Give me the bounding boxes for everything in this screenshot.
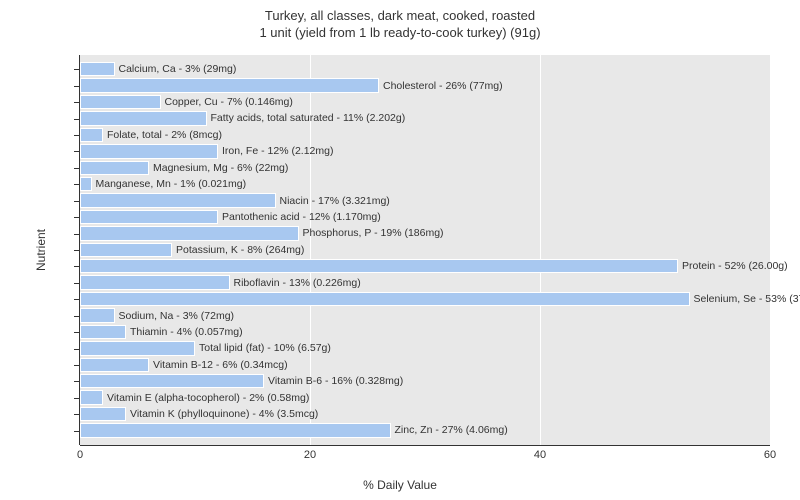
bar-label: Niacin - 17% (3.321mg) [276,195,390,207]
bar-label: Vitamin B-6 - 16% (0.328mg) [264,375,403,387]
axis-border-bottom [80,445,770,446]
title-line-2: 1 unit (yield from 1 lb ready-to-cook tu… [0,25,800,42]
bar-label: Riboflavin - 13% (0.226mg) [230,277,361,289]
bar-label: Magnesium, Mg - 6% (22mg) [149,162,288,174]
bars-region: Calcium, Ca - 3% (29mg) Cholesterol - 26%… [80,61,770,439]
x-tick-label: 60 [764,445,776,461]
bar-label: Fatty acids, total saturated - 11% (2.20… [207,112,406,124]
bar-label: Manganese, Mn - 1% (0.021mg) [92,178,247,190]
x-tick-label: 0 [77,445,83,461]
bar-row: Thiamin - 4% (0.057mg) [80,324,770,340]
bar [80,308,115,322]
bar-label: Zinc, Zn - 27% (4.06mg) [391,424,508,436]
bar-label: Total lipid (fat) - 10% (6.57g) [195,342,331,354]
bar-row: Total lipid (fat) - 10% (6.57g) [80,340,770,356]
bar-row: Protein - 52% (26.00g) [80,258,770,274]
bar-row: Pantothenic acid - 12% (1.170mg) [80,209,770,225]
bar-row: Magnesium, Mg - 6% (22mg) [80,160,770,176]
bar [80,374,264,388]
bar [80,226,299,240]
bar [80,341,195,355]
bar-label: Phosphorus, P - 19% (186mg) [299,227,444,239]
bar-row: Cholesterol - 26% (77mg) [80,77,770,93]
bar [80,423,391,437]
plot-area: 0204060 Calcium, Ca - 3% (29mg)Cholester… [80,55,770,445]
bar [80,95,161,109]
bar-row: Sodium, Na - 3% (72mg) [80,307,770,323]
y-axis-label: Nutrient [34,229,48,271]
bar-row: Calcium, Ca - 3% (29mg) [80,61,770,77]
bar-row: Vitamin E (alpha-tocopherol) - 2% (0.58m… [80,389,770,405]
bar [80,325,126,339]
bar [80,358,149,372]
bar [80,161,149,175]
x-axis-label: % Daily Value [363,478,437,492]
bar [80,243,172,257]
chart-title: Turkey, all classes, dark meat, cooked, … [0,0,800,42]
bar [80,144,218,158]
bar [80,62,115,76]
bar [80,259,678,273]
bar-row: Iron, Fe - 12% (2.12mg) [80,143,770,159]
bar-row: Vitamin B-6 - 16% (0.328mg) [80,373,770,389]
bar-row: Riboflavin - 13% (0.226mg) [80,274,770,290]
bar [80,210,218,224]
bar [80,390,103,404]
bar [80,177,92,191]
bar-row: Manganese, Mn - 1% (0.021mg) [80,176,770,192]
bar [80,275,230,289]
bar-row: Niacin - 17% (3.321mg) [80,192,770,208]
bar-row: Phosphorus, P - 19% (186mg) [80,225,770,241]
bar [80,292,690,306]
bar-label: Vitamin B-12 - 6% (0.34mcg) [149,359,288,371]
bar-label: Selenium, Se - 53% (37.2mcg) [690,293,800,305]
bar-label: Copper, Cu - 7% (0.146mg) [161,96,293,108]
bar-row: Vitamin K (phylloquinone) - 4% (3.5mcg) [80,406,770,422]
x-tick-label: 40 [534,445,546,461]
bar-label: Pantothenic acid - 12% (1.170mg) [218,211,381,223]
bar-row: Copper, Cu - 7% (0.146mg) [80,94,770,110]
bar-label: Folate, total - 2% (8mcg) [103,129,222,141]
bar-label: Cholesterol - 26% (77mg) [379,80,503,92]
title-line-1: Turkey, all classes, dark meat, cooked, … [0,8,800,25]
bar-label: Potassium, K - 8% (264mg) [172,244,304,256]
bar [80,111,207,125]
bar-row: Selenium, Se - 53% (37.2mcg) [80,291,770,307]
bar-label: Iron, Fe - 12% (2.12mg) [218,145,333,157]
bar-row: Fatty acids, total saturated - 11% (2.20… [80,110,770,126]
bar [80,78,379,92]
bar-row: Potassium, K - 8% (264mg) [80,242,770,258]
bar-row: Folate, total - 2% (8mcg) [80,127,770,143]
bar [80,407,126,421]
gridline [770,55,771,445]
bar-label: Vitamin E (alpha-tocopherol) - 2% (0.58m… [103,392,309,404]
bar-label: Vitamin K (phylloquinone) - 4% (3.5mcg) [126,408,318,420]
bar [80,193,276,207]
bar-label: Sodium, Na - 3% (72mg) [115,310,235,322]
bar-row: Vitamin B-12 - 6% (0.34mcg) [80,357,770,373]
bar [80,128,103,142]
bar-label: Protein - 52% (26.00g) [678,260,788,272]
bar-label: Thiamin - 4% (0.057mg) [126,326,243,338]
nutrient-chart: Turkey, all classes, dark meat, cooked, … [0,0,800,500]
bar-label: Calcium, Ca - 3% (29mg) [115,63,237,75]
x-tick-label: 20 [304,445,316,461]
bar-row: Zinc, Zn - 27% (4.06mg) [80,422,770,438]
